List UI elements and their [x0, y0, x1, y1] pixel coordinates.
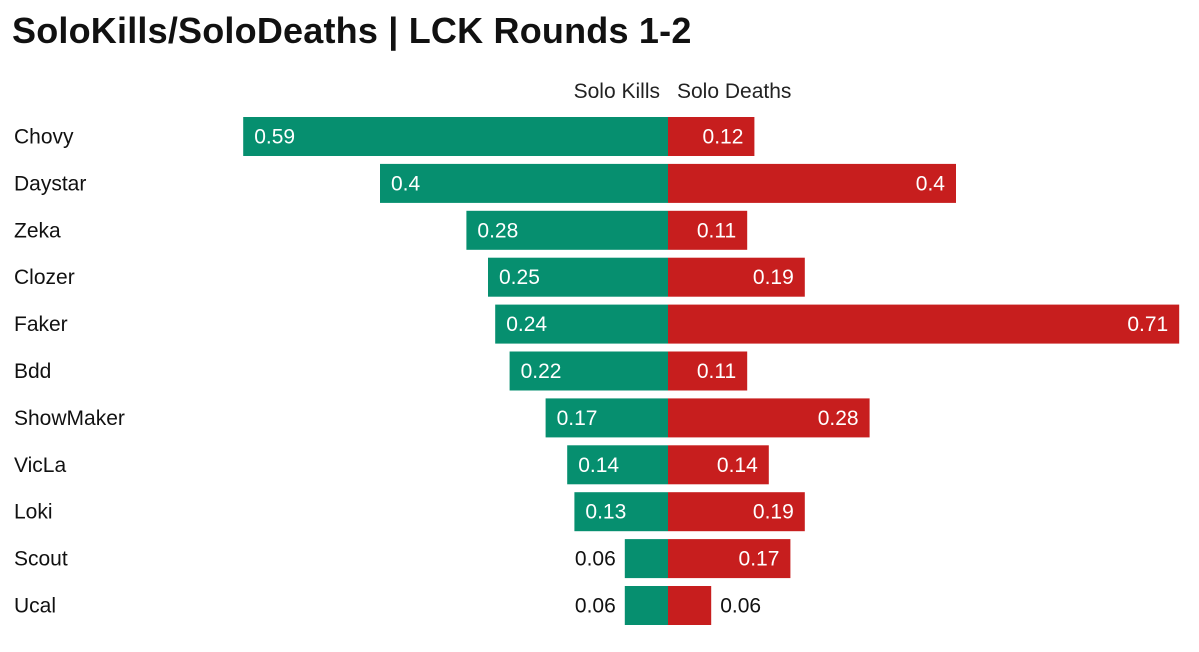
solo-deaths-value-label: 0.17 [739, 548, 780, 571]
category-label: Scout [14, 548, 68, 571]
solo-kills-value-label: 0.28 [477, 219, 518, 242]
category-label: Chovy [14, 126, 74, 149]
solo-deaths-bar [668, 492, 805, 532]
solo-deaths-value-label: 0.19 [753, 501, 794, 524]
category-label: Faker [14, 313, 68, 336]
solo-deaths-bar [668, 163, 956, 203]
solo-deaths-header: Solo Deaths [677, 80, 792, 103]
solo-deaths-bar [668, 445, 769, 485]
chart-title: SoloKills/SoloDeaths | LCK Rounds 1-2 [12, 10, 692, 51]
solo-kills-bar [574, 492, 668, 532]
category-label: Clozer [14, 266, 75, 289]
category-label: Loki [14, 501, 53, 524]
solo-kills-value-label: 0.06 [575, 548, 616, 571]
category-label: Daystar [14, 172, 86, 195]
solo-kills-value-label: 0.14 [578, 454, 619, 477]
category-label: Zeka [14, 219, 61, 242]
solo-kills-bar [509, 351, 668, 391]
solo-kills-bar [545, 398, 668, 438]
category-label: ShowMaker [14, 407, 125, 430]
solo-kills-value-label: 0.59 [254, 126, 295, 149]
solo-deaths-value-label: 0.06 [720, 595, 761, 618]
solo-kills-header: Solo Kills [573, 80, 660, 103]
solo-kills-value-label: 0.22 [521, 360, 562, 383]
solo-deaths-value-label: 0.4 [916, 172, 946, 195]
solo-deaths-bar [668, 210, 748, 250]
solo-deaths-value-label: 0.11 [697, 219, 736, 242]
solo-deaths-bar [668, 304, 1180, 344]
solo-kills-bar [567, 445, 668, 485]
solo-deaths-value-label: 0.28 [818, 407, 859, 430]
solo-deaths-bar [668, 351, 748, 391]
solo-kills-bar [243, 117, 668, 156]
solo-kills-value-label: 0.06 [575, 595, 616, 618]
solo-kills-bar [624, 539, 668, 579]
solo-deaths-value-label: 0.12 [703, 126, 744, 149]
solo-kills-value-label: 0.13 [585, 501, 626, 524]
solo-deaths-value-label: 0.11 [697, 360, 736, 383]
solo-kills-bar [624, 586, 668, 625]
solo-deaths-bar [668, 257, 805, 297]
category-label: Ucal [14, 595, 56, 618]
solo-kills-value-label: 0.25 [499, 266, 540, 289]
solo-deaths-value-label: 0.14 [717, 454, 758, 477]
solo-deaths-bar [668, 117, 755, 156]
solo-deaths-value-label: 0.19 [753, 266, 794, 289]
solo-deaths-bar [668, 586, 712, 625]
solo-kills-bar [466, 210, 668, 250]
solo-kills-value-label: 0.24 [506, 313, 547, 336]
category-label: VicLa [14, 454, 66, 477]
category-label: Bdd [14, 360, 51, 383]
solo-deaths-bar [668, 398, 870, 438]
solo-kills-value-label: 0.17 [557, 407, 598, 430]
solo-kills-bar [495, 304, 668, 344]
solo-deaths-bar [668, 539, 791, 579]
solo-kills-bar [380, 163, 668, 203]
solo-kills-value-label: 0.4 [391, 172, 421, 195]
solo-deaths-value-label: 0.71 [1127, 313, 1168, 336]
solo-kills-bar [488, 257, 668, 297]
